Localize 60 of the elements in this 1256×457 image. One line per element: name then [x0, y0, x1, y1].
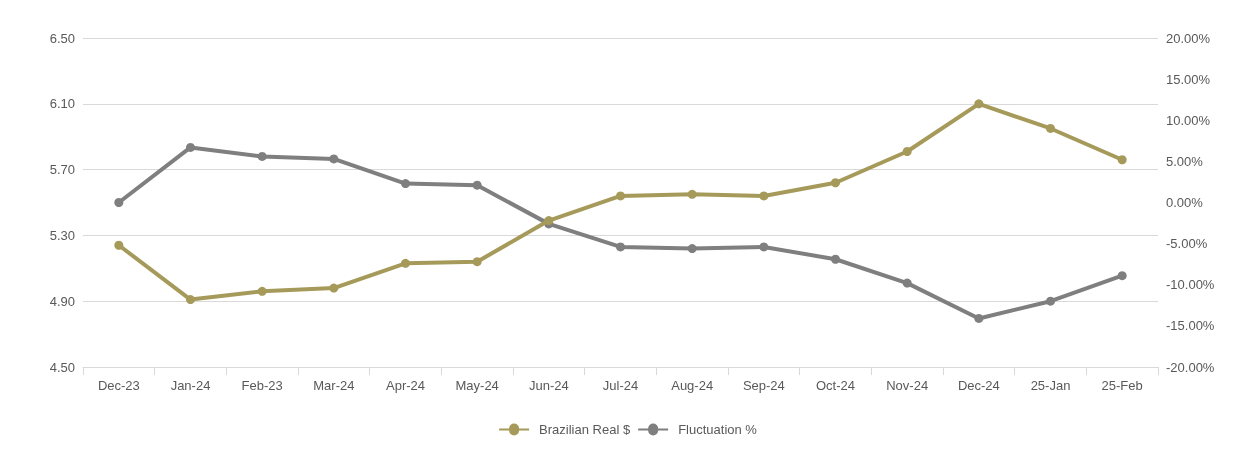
- point: [974, 99, 984, 109]
- legend-label: Fluctuation %: [678, 422, 758, 437]
- y2-tick-label: -10.00%: [1166, 277, 1215, 293]
- y-tick-label: 6.50: [49, 30, 75, 46]
- x-tick-label: 25-Feb: [1101, 378, 1143, 393]
- point: [1046, 296, 1055, 306]
- y-tick-label: 4.50: [49, 359, 75, 375]
- y2-tick-label: -5.00%: [1166, 236, 1208, 252]
- point: [186, 142, 195, 152]
- point: [1046, 123, 1055, 133]
- y-tick-label: 5.30: [49, 227, 75, 243]
- point: [472, 257, 482, 267]
- x-tick-label: Oct-24: [815, 378, 856, 393]
- x-tick-label: Dec-23: [97, 378, 140, 393]
- point: [1117, 155, 1127, 165]
- y-tick-label: 6.10: [49, 96, 75, 112]
- point: [831, 254, 840, 264]
- point: [616, 191, 625, 201]
- point: [257, 151, 267, 161]
- point: [759, 191, 769, 201]
- x-tick-label: Jan-24: [170, 378, 211, 393]
- point: [1117, 271, 1127, 281]
- x-tick-label: Feb-23: [241, 378, 283, 393]
- y2-tick-label: 20.00%: [1166, 30, 1211, 46]
- point: [974, 313, 984, 323]
- y2-tick-label: 10.00%: [1166, 112, 1211, 128]
- point: [616, 242, 625, 252]
- point: [257, 286, 267, 296]
- point: [114, 240, 124, 250]
- point: [831, 178, 840, 188]
- y-tick-label: 5.70: [49, 162, 75, 178]
- y2-tick-label: -15.00%: [1166, 318, 1215, 334]
- x-tick-label: Aug-24: [671, 378, 714, 393]
- x-tick-label: Mar-24: [313, 378, 355, 393]
- y-tick-label: 4.90: [49, 293, 75, 309]
- point: [401, 258, 410, 268]
- x-tick-label: Sep-24: [742, 378, 785, 393]
- x-tick-label: Nov-24: [886, 378, 929, 393]
- point: [329, 154, 339, 164]
- point: [329, 283, 339, 293]
- point: [186, 295, 195, 305]
- y2-tick-label: -20.00%: [1166, 359, 1215, 375]
- point: [687, 244, 697, 254]
- point: [114, 198, 124, 207]
- x-tick-label: Jul-24: [602, 378, 639, 393]
- point: [401, 179, 410, 189]
- point: [687, 189, 697, 199]
- x-tick-label: May-24: [455, 378, 499, 393]
- point: [759, 242, 769, 252]
- point: [472, 180, 482, 190]
- legend-label: Brazilian Real $: [539, 422, 631, 437]
- y2-tick-label: 15.00%: [1166, 71, 1211, 87]
- x-tick-label: Dec-24: [957, 378, 1000, 393]
- x-tick-label: 25-Jan: [1030, 378, 1071, 393]
- y2-tick-label: 5.00%: [1166, 153, 1204, 169]
- point: [902, 147, 912, 156]
- x-tick-label: Jun-24: [528, 378, 569, 393]
- x-tick-label: Apr-24: [385, 378, 426, 393]
- y2-tick-label: 0.00%: [1166, 195, 1204, 210]
- point: [902, 278, 912, 288]
